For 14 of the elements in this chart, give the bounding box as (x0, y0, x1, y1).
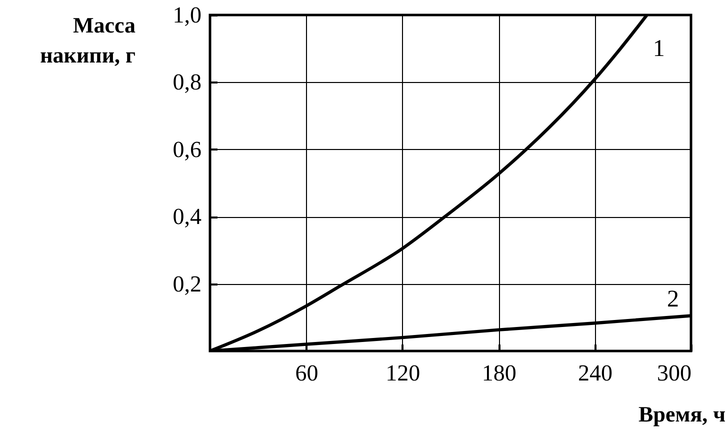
y-tick-label: 0,6 (172, 136, 202, 162)
x-tick-label: 180 (482, 360, 516, 386)
x-tick-label: 300 (657, 360, 692, 386)
series-label: 2 (667, 286, 679, 313)
x-axis-title: Время, ч (638, 402, 726, 426)
series-label: 1 (652, 36, 665, 62)
y-tick-label: 0,8 (172, 70, 202, 95)
x-tick-label: 60 (295, 360, 318, 386)
y-tick-label: 1,0 (172, 2, 202, 28)
y-tick-label: 0,4 (172, 204, 202, 230)
x-tick-label: 120 (386, 360, 420, 386)
x-tick-label: 240 (578, 360, 613, 386)
y-axis-title: Масса накипи, г (40, 12, 136, 68)
y-tick-label: 0,2 (172, 271, 202, 296)
